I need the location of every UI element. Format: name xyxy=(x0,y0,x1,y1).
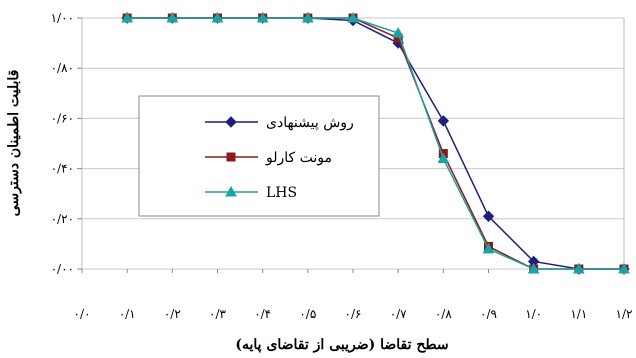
data-point-series-3 xyxy=(347,11,359,23)
y-tick-label: ۰/۶۰ xyxy=(51,111,74,125)
data-point-series-3 xyxy=(482,242,495,254)
x-tick-label: ۰/۳ xyxy=(209,307,226,321)
legend-box xyxy=(138,95,380,217)
data-point-series-3 xyxy=(618,262,630,274)
legend-label-3: LHS xyxy=(266,185,297,201)
x-tick-label: ۰/۱ xyxy=(119,307,136,321)
x-axis-title: سطح تقاضا (ضریبی از تقاضای پایه) xyxy=(235,337,448,353)
data-point-series-3 xyxy=(211,11,224,23)
data-point-series-3 xyxy=(527,262,540,274)
x-tick-label: ۰/۲ xyxy=(164,307,181,321)
x-tick-label: ۰/۰ xyxy=(74,307,91,321)
series-layer xyxy=(121,11,630,275)
data-point-series-3 xyxy=(392,27,405,38)
data-point-series-3 xyxy=(437,152,450,164)
x-tick-label: ۰/۶ xyxy=(345,307,362,321)
x-tick-label: ۱/۰ xyxy=(525,307,542,321)
y-axis-title: قابلیت اطمینان دسترسی xyxy=(6,70,22,217)
data-point-series-3 xyxy=(256,11,269,23)
legend-label-2: مونت کارلو xyxy=(265,150,332,166)
data-point-series-1 xyxy=(437,115,450,127)
data-point-series-3 xyxy=(301,11,314,23)
x-tick-label: ۰/۷ xyxy=(390,307,407,321)
x-tick-labels: ۰/۰ ۰/۱ ۰/۲ ۰/۳ ۰/۴ ۰/۵ ۰/۶ ۰/۷ ۰/۸ ۰/۹ ۱/۰ ۱/۱ ۱/۲ xyxy=(74,307,633,321)
legend-marker-3 xyxy=(225,185,237,197)
x-tick-label: ۰/۵ xyxy=(299,307,316,321)
y-tick-label: ۰/۸۰ xyxy=(51,61,74,75)
series-line-3 xyxy=(127,17,624,270)
y-tick-label: ۱/۰۰ xyxy=(51,11,74,25)
x-tick-label: ۱/۲ xyxy=(616,307,633,321)
legend: روش پیشنهادی مونت کارلو LHS xyxy=(138,95,380,217)
y-tick-label: ۰/۰۰ xyxy=(51,262,74,276)
data-point-series-3 xyxy=(166,11,179,23)
data-point-series-3 xyxy=(572,262,585,274)
legend-marker-2 xyxy=(226,152,236,162)
y-tick-label: ۰/۲۰ xyxy=(51,212,74,226)
x-tick-label: ۰/۹ xyxy=(480,307,497,321)
x-tick-label: ۰/۸ xyxy=(435,307,452,321)
data-point-series-1 xyxy=(482,210,495,222)
x-tick-label: ۱/۱ xyxy=(570,307,587,321)
data-point-series-3 xyxy=(121,11,134,23)
y-tick-labels: ۰/۰۰ ۰/۲۰ ۰/۴۰ ۰/۶۰ ۰/۸۰ ۱/۰۰ xyxy=(51,11,74,276)
x-tick-label: ۰/۴ xyxy=(254,307,271,321)
y-tick-label: ۰/۴۰ xyxy=(51,162,74,176)
legend-marker-1 xyxy=(225,116,237,128)
legend-label-1: روش پیشنهادی xyxy=(266,115,354,131)
